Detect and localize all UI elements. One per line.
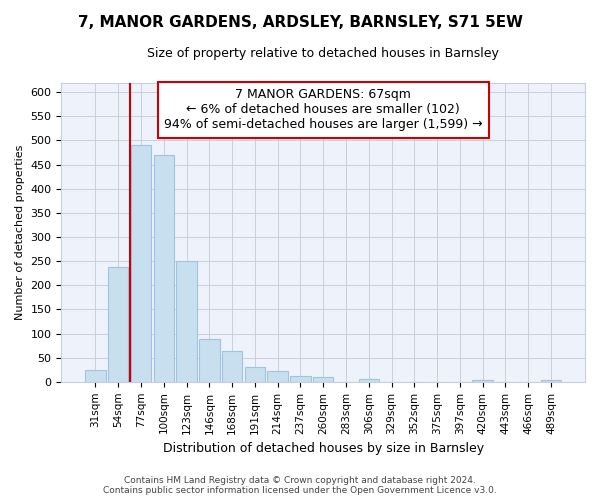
Bar: [85, 370, 106, 382]
Bar: [108, 267, 128, 382]
Bar: [290, 376, 311, 382]
Text: 7, MANOR GARDENS, ARDSLEY, BARNSLEY, S71 5EW: 7, MANOR GARDENS, ARDSLEY, BARNSLEY, S71…: [77, 15, 523, 30]
Bar: [472, 380, 493, 382]
Title: Size of property relative to detached houses in Barnsley: Size of property relative to detached ho…: [147, 48, 499, 60]
Bar: [199, 340, 220, 382]
Bar: [154, 155, 174, 382]
X-axis label: Distribution of detached houses by size in Barnsley: Distribution of detached houses by size …: [163, 442, 484, 455]
Text: Contains HM Land Registry data © Crown copyright and database right 2024.
Contai: Contains HM Land Registry data © Crown c…: [103, 476, 497, 495]
Text: 7 MANOR GARDENS: 67sqm
← 6% of detached houses are smaller (102)
94% of semi-det: 7 MANOR GARDENS: 67sqm ← 6% of detached …: [164, 88, 482, 132]
Bar: [541, 380, 561, 382]
Bar: [268, 371, 288, 382]
Bar: [313, 377, 334, 382]
Bar: [359, 380, 379, 382]
Bar: [176, 261, 197, 382]
Bar: [245, 368, 265, 382]
Bar: [131, 146, 151, 382]
Y-axis label: Number of detached properties: Number of detached properties: [15, 144, 25, 320]
Bar: [222, 352, 242, 382]
